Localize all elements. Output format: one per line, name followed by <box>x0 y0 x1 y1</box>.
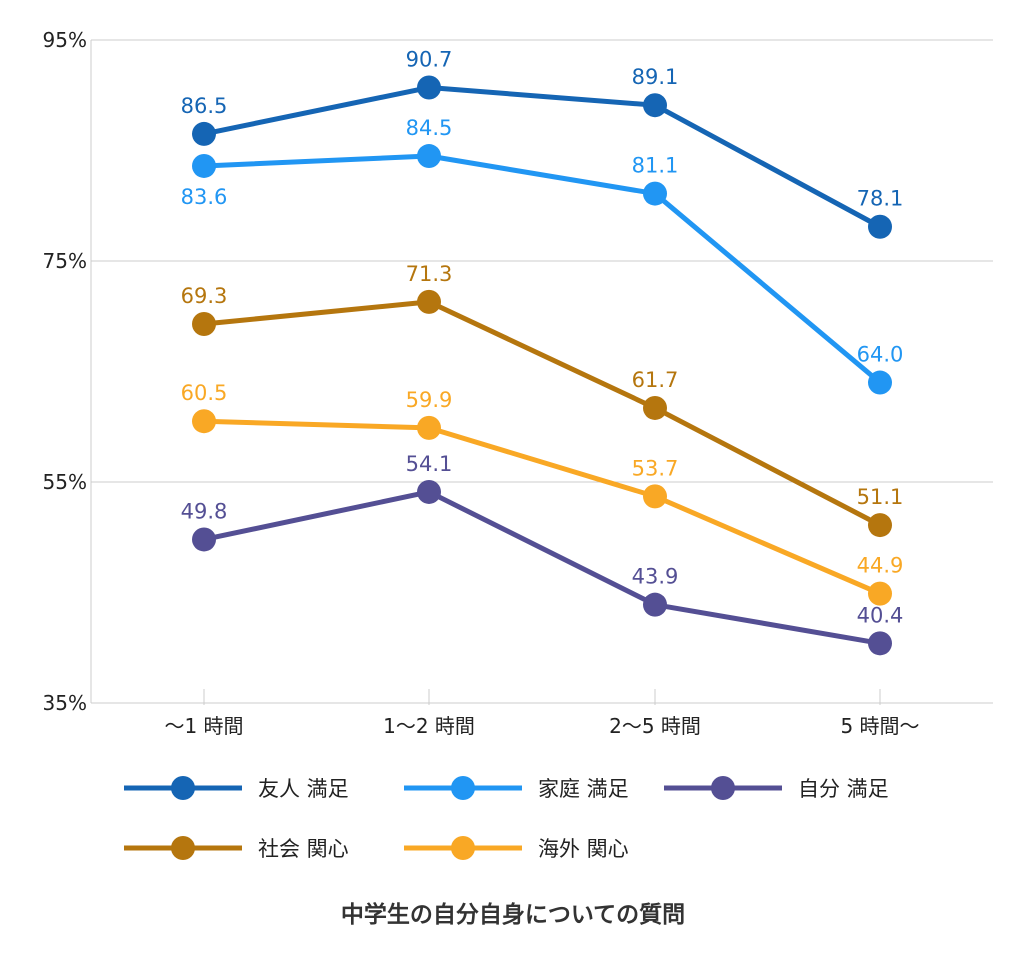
data-label: 84.5 <box>406 116 453 140</box>
data-point <box>192 311 216 336</box>
data-label: 53.7 <box>632 456 679 480</box>
data-point <box>643 484 667 509</box>
data-label: 64.0 <box>857 343 904 367</box>
series-0: 86.5 90.7 89.1 78.1 <box>181 48 904 239</box>
legend-label: 家庭 満足 <box>538 777 629 801</box>
y-tick-label: 75% <box>43 249 87 273</box>
legend-marker <box>171 836 195 860</box>
data-label: 81.1 <box>632 154 679 178</box>
data-label: 49.8 <box>181 499 228 523</box>
data-point <box>643 181 667 206</box>
data-label: 86.5 <box>181 94 228 118</box>
data-label: 71.3 <box>406 262 453 286</box>
legend-marker <box>451 836 475 860</box>
series-line <box>203 418 881 596</box>
legend-marker <box>711 776 735 800</box>
series-2: 49.8 54.1 43.9 40.4 <box>181 452 904 656</box>
data-point <box>643 592 667 617</box>
legend-item: 家庭 満足 <box>404 776 629 801</box>
legend-item: 自分 満足 <box>664 776 889 801</box>
data-label: 78.1 <box>857 187 904 211</box>
data-label: 61.7 <box>632 368 679 392</box>
data-label: 60.5 <box>181 381 228 405</box>
y-tick-label: 35% <box>43 691 87 715</box>
series-line <box>203 85 882 229</box>
y-tick-label: 55% <box>43 470 87 494</box>
legend-label: 友人 満足 <box>258 777 349 801</box>
data-point <box>868 631 892 656</box>
legend-item: 海外 関心 <box>404 836 629 861</box>
x-tick-label: 2〜5 時間 <box>609 714 701 738</box>
series-1: 83.6 84.5 81.1 64.0 <box>181 116 904 395</box>
gridlines <box>91 39 993 704</box>
legend-marker <box>171 776 195 800</box>
data-label: 54.1 <box>406 452 453 476</box>
data-label: 59.9 <box>406 388 453 412</box>
data-point <box>192 121 216 146</box>
legend-marker <box>451 776 475 800</box>
axes: 35% 55% 75% 95% 〜1 時間 1〜2 時間 2〜5 時間 5 時間〜 <box>43 28 920 738</box>
legend-label: 海外 関心 <box>538 837 629 861</box>
legend-label: 自分 満足 <box>798 777 889 801</box>
x-tick-label: 1〜2 時間 <box>383 714 475 738</box>
series-line <box>203 153 882 385</box>
data-label: 43.9 <box>632 565 679 589</box>
series-line <box>203 489 881 646</box>
y-tick-label: 95% <box>43 28 87 52</box>
legend-item: 社会 関心 <box>124 836 349 861</box>
data-label: 44.9 <box>857 554 904 578</box>
data-label: 90.7 <box>406 48 453 72</box>
data-point <box>417 289 441 314</box>
data-point <box>868 370 892 395</box>
data-point <box>192 409 216 434</box>
chart-title: 中学生の自分自身についての質問 <box>341 901 685 928</box>
series-3: 69.3 71.3 61.7 51.1 <box>181 262 904 538</box>
data-label: 69.3 <box>181 284 228 308</box>
data-point <box>643 395 667 420</box>
data-point <box>192 153 216 178</box>
data-point <box>868 513 892 538</box>
data-label: 89.1 <box>632 65 679 89</box>
data-point <box>868 214 892 239</box>
x-tick-label: 5 時間〜 <box>840 714 919 738</box>
data-point <box>868 581 892 606</box>
series-line <box>203 299 882 528</box>
data-point <box>192 527 216 552</box>
series-4: 60.5 59.9 53.7 44.9 <box>181 381 904 606</box>
data-point <box>417 479 441 504</box>
data-point <box>417 75 441 100</box>
data-label: 83.6 <box>181 185 228 209</box>
x-tick-label: 〜1 時間 <box>164 714 243 738</box>
data-point <box>417 144 441 169</box>
data-label: 40.4 <box>857 603 904 627</box>
series-lines: 86.5 90.7 89.1 78.1 83.6 84.5 81.1 64.0 49.8 54.1… <box>181 48 904 656</box>
data-label: 51.1 <box>857 485 904 509</box>
legend-item: 友人 満足 <box>124 776 349 801</box>
data-point <box>643 93 667 118</box>
data-point <box>417 415 441 440</box>
legend-label: 社会 関心 <box>258 837 349 861</box>
